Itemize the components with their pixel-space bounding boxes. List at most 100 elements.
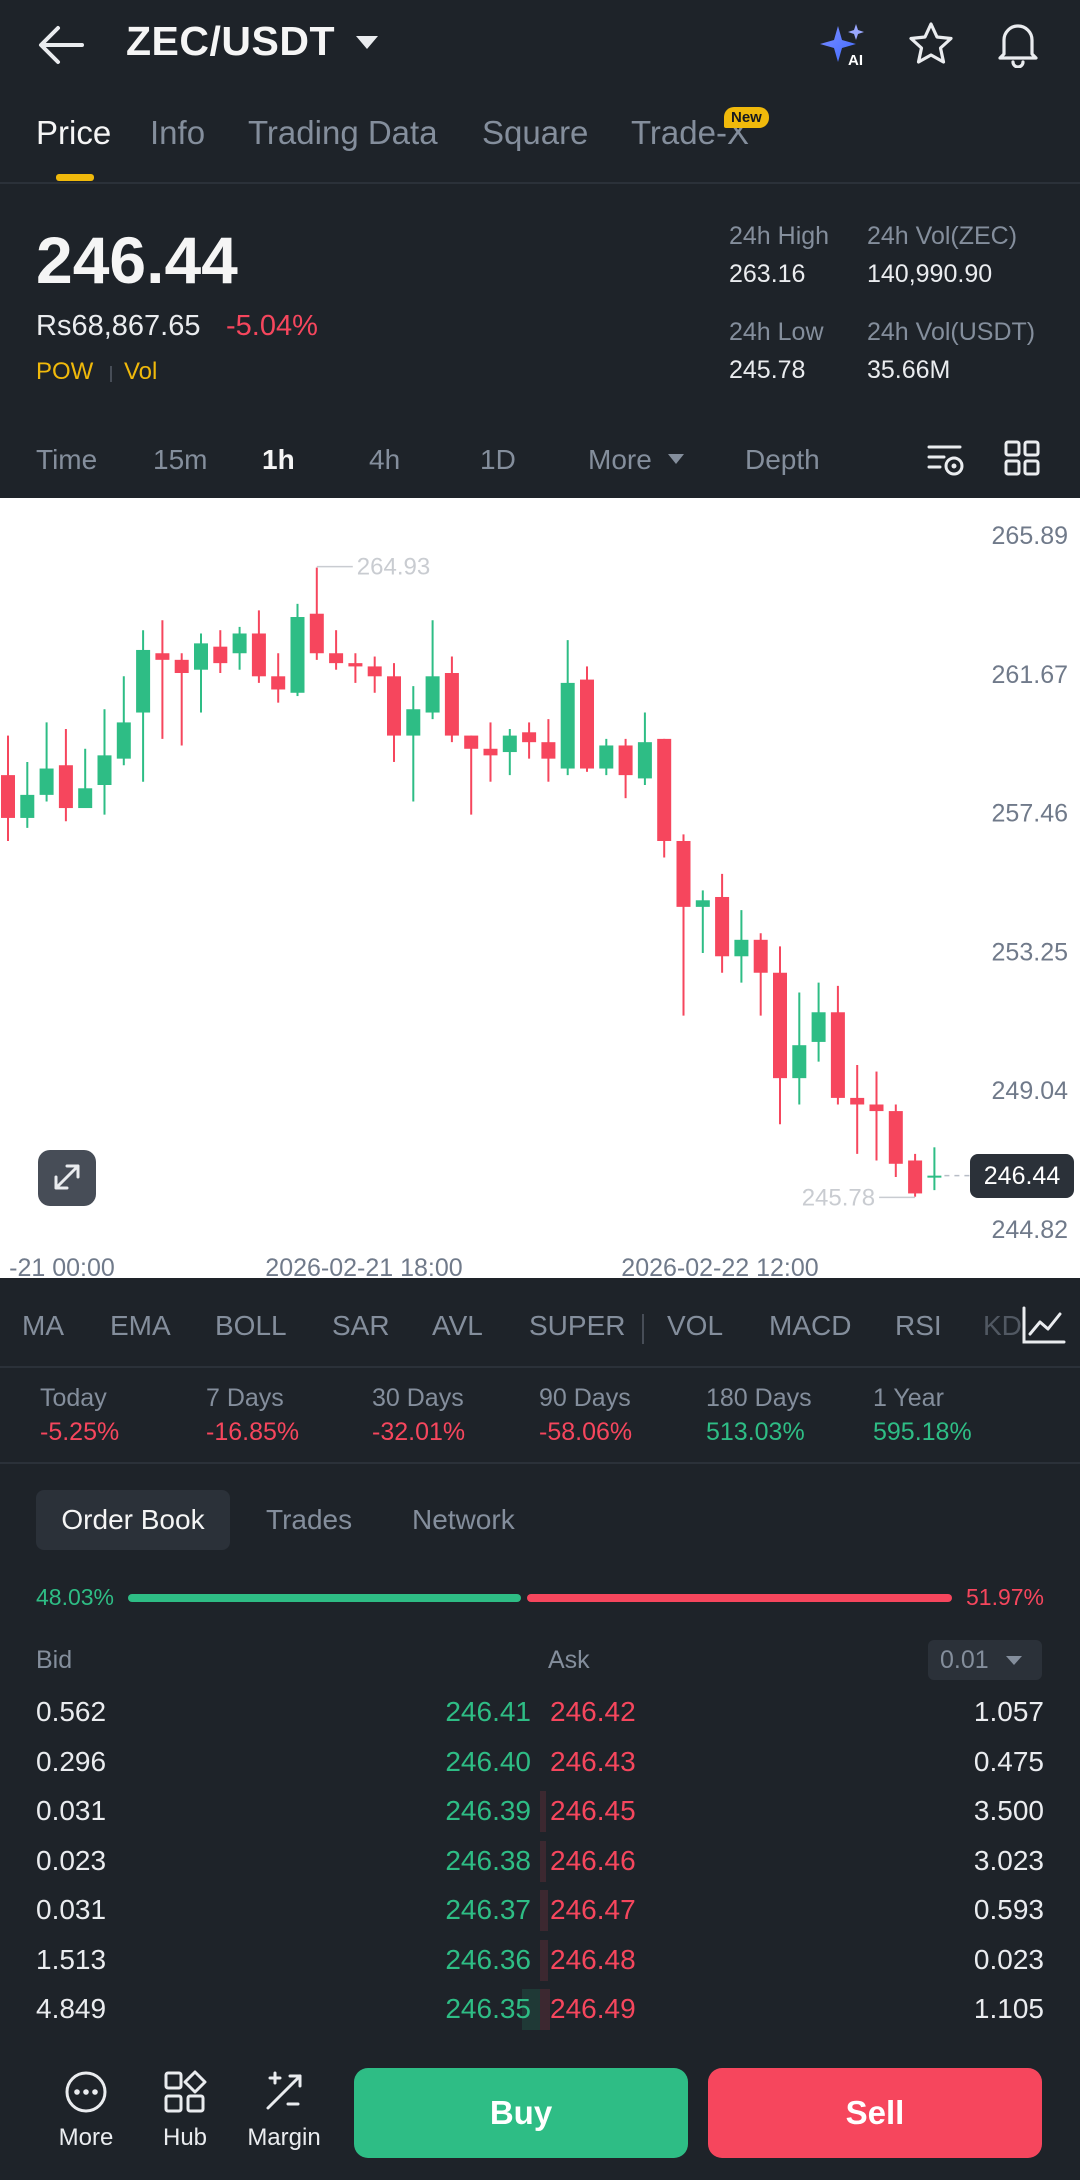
- x-axis-tick-label: -21 00:00: [9, 1254, 115, 1278]
- indicator-sar[interactable]: SAR: [332, 1310, 390, 1341]
- buy-button[interactable]: Buy: [354, 2068, 688, 2158]
- tab-price[interactable]: Price: [36, 114, 112, 151]
- candle-body: [541, 742, 556, 759]
- candle-body: [97, 755, 112, 785]
- indicator-kd[interactable]: KD: [983, 1310, 1022, 1341]
- pair-dropdown-caret-icon[interactable]: [356, 36, 378, 49]
- interval-1d[interactable]: 1D: [480, 444, 516, 475]
- candle-body: [20, 794, 35, 818]
- bell-icon[interactable]: [994, 18, 1042, 68]
- pair-title[interactable]: ZEC/USDT: [126, 18, 335, 64]
- interval-15m[interactable]: 15m: [153, 444, 208, 475]
- candle: [194, 633, 208, 713]
- sell-button[interactable]: Sell: [708, 2068, 1042, 2158]
- nav-margin-label[interactable]: Margin: [247, 2124, 321, 2151]
- tab-trades[interactable]: Trades: [266, 1504, 353, 1535]
- candle: [908, 1153, 923, 1197]
- perf-1y-label: 1 Year: [873, 1384, 944, 1412]
- candle: [792, 992, 807, 1105]
- candle: [367, 656, 382, 693]
- indicator-boll[interactable]: BOLL: [215, 1310, 287, 1341]
- ask-price: 246.47: [550, 1894, 636, 1925]
- tab-network[interactable]: Network: [412, 1504, 515, 1535]
- perf-180d-label: 180 Days: [706, 1384, 812, 1412]
- candle: [309, 567, 324, 660]
- grid-layout-icon[interactable]: [1004, 440, 1040, 476]
- candle-body: [251, 633, 266, 677]
- expand-chart-button[interactable]: [38, 1150, 96, 1206]
- ai-sparkle-icon[interactable]: AI: [816, 20, 872, 68]
- candle-body: [290, 617, 305, 693]
- tag-vol[interactable]: Vol: [124, 358, 158, 385]
- order-book-row[interactable]: 1.513 246.36 246.48 0.023: [0, 1936, 1080, 1985]
- candle: [97, 709, 112, 815]
- tab-order-book[interactable]: Order Book: [36, 1490, 230, 1550]
- favorite-star-icon[interactable]: [906, 20, 956, 68]
- chevron-down-icon: [1006, 1656, 1022, 1665]
- indicator-chart-icon[interactable]: [1020, 1304, 1066, 1346]
- nav-hub-label[interactable]: Hub: [162, 2124, 208, 2151]
- divider: [0, 1366, 1080, 1368]
- candle: [522, 722, 537, 759]
- candle-body: [444, 673, 459, 736]
- order-book-row[interactable]: 4.849 246.35 246.49 1.105: [0, 1985, 1080, 2034]
- indicator-super[interactable]: SUPER: [529, 1310, 626, 1341]
- more-icon[interactable]: [64, 2070, 108, 2114]
- back-arrow-icon[interactable]: [36, 22, 86, 68]
- indicator-ma[interactable]: MA: [22, 1310, 64, 1341]
- order-book-row[interactable]: 0.023 246.38 246.46 3.023: [0, 1837, 1080, 1886]
- tag-pow[interactable]: POW: [36, 358, 94, 385]
- candle: [695, 890, 710, 953]
- hub-icon[interactable]: [163, 2070, 207, 2114]
- interval-more[interactable]: More: [588, 444, 652, 475]
- last-price: 246.44: [36, 223, 238, 297]
- indicator-rsi[interactable]: RSI: [895, 1310, 942, 1341]
- candle: [850, 1064, 865, 1154]
- interval-1h[interactable]: 1h: [262, 444, 295, 475]
- candle: [232, 626, 247, 670]
- tab-trading-data[interactable]: Trading Data: [248, 114, 438, 151]
- stat-24h-vol-quote-value: 35.66M: [867, 356, 951, 384]
- candle: [136, 630, 151, 782]
- candle-body: [155, 653, 170, 660]
- candle-body: [618, 745, 633, 776]
- ask-quantity: 3.023: [973, 1844, 1044, 1876]
- indicator-macd[interactable]: MACD: [769, 1310, 852, 1341]
- margin-icon[interactable]: [262, 2070, 306, 2114]
- candle: [444, 656, 459, 743]
- candle-body: [329, 653, 344, 664]
- candle: [251, 610, 266, 683]
- candle: [425, 620, 440, 720]
- interval-4h[interactable]: 4h: [369, 444, 401, 475]
- order-book-row[interactable]: 0.296 246.40 246.43 0.475: [0, 1738, 1080, 1787]
- nav-more-label[interactable]: More: [58, 2124, 114, 2151]
- precision-select[interactable]: 0.01: [928, 1640, 1042, 1680]
- candle-body: [425, 676, 440, 713]
- chart-settings-icon[interactable]: [926, 440, 966, 478]
- candle: [869, 1071, 884, 1161]
- tab-info[interactable]: Info: [150, 114, 206, 151]
- tag-separator: [110, 366, 112, 382]
- ask-depth-bar: [540, 1939, 548, 1981]
- order-book-row[interactable]: 0.562 246.41 246.42 1.057: [0, 1688, 1080, 1737]
- candle-body: [348, 663, 363, 667]
- candle-body: [850, 1097, 865, 1105]
- perf-30d-label: 30 Days: [372, 1384, 464, 1412]
- ask-quantity: 0.475: [973, 1745, 1044, 1777]
- last-price-marker: 246.44: [970, 1153, 1074, 1198]
- indicator-vol[interactable]: VOL: [667, 1310, 724, 1341]
- tab-square[interactable]: Square: [482, 114, 589, 151]
- candle-body: [387, 676, 401, 736]
- candle-body: [908, 1160, 923, 1194]
- candle: [20, 761, 35, 828]
- more-caret-icon[interactable]: [668, 454, 684, 464]
- interval-depth[interactable]: Depth: [745, 444, 820, 475]
- order-book-row[interactable]: 0.031 246.37 246.47 0.593: [0, 1886, 1080, 1935]
- indicator-ema[interactable]: EMA: [110, 1310, 171, 1341]
- indicator-separator: [642, 1314, 644, 1344]
- order-book-row[interactable]: 0.031 246.39 246.45 3.500: [0, 1787, 1080, 1836]
- interval-time[interactable]: Time: [36, 444, 98, 475]
- indicator-avl[interactable]: AVL: [432, 1310, 483, 1341]
- candle-body: [522, 732, 537, 743]
- candlestick-chart[interactable]: 264.93 245.78 265.89 261.67 257.46 253.25 249…: [0, 498, 1080, 1278]
